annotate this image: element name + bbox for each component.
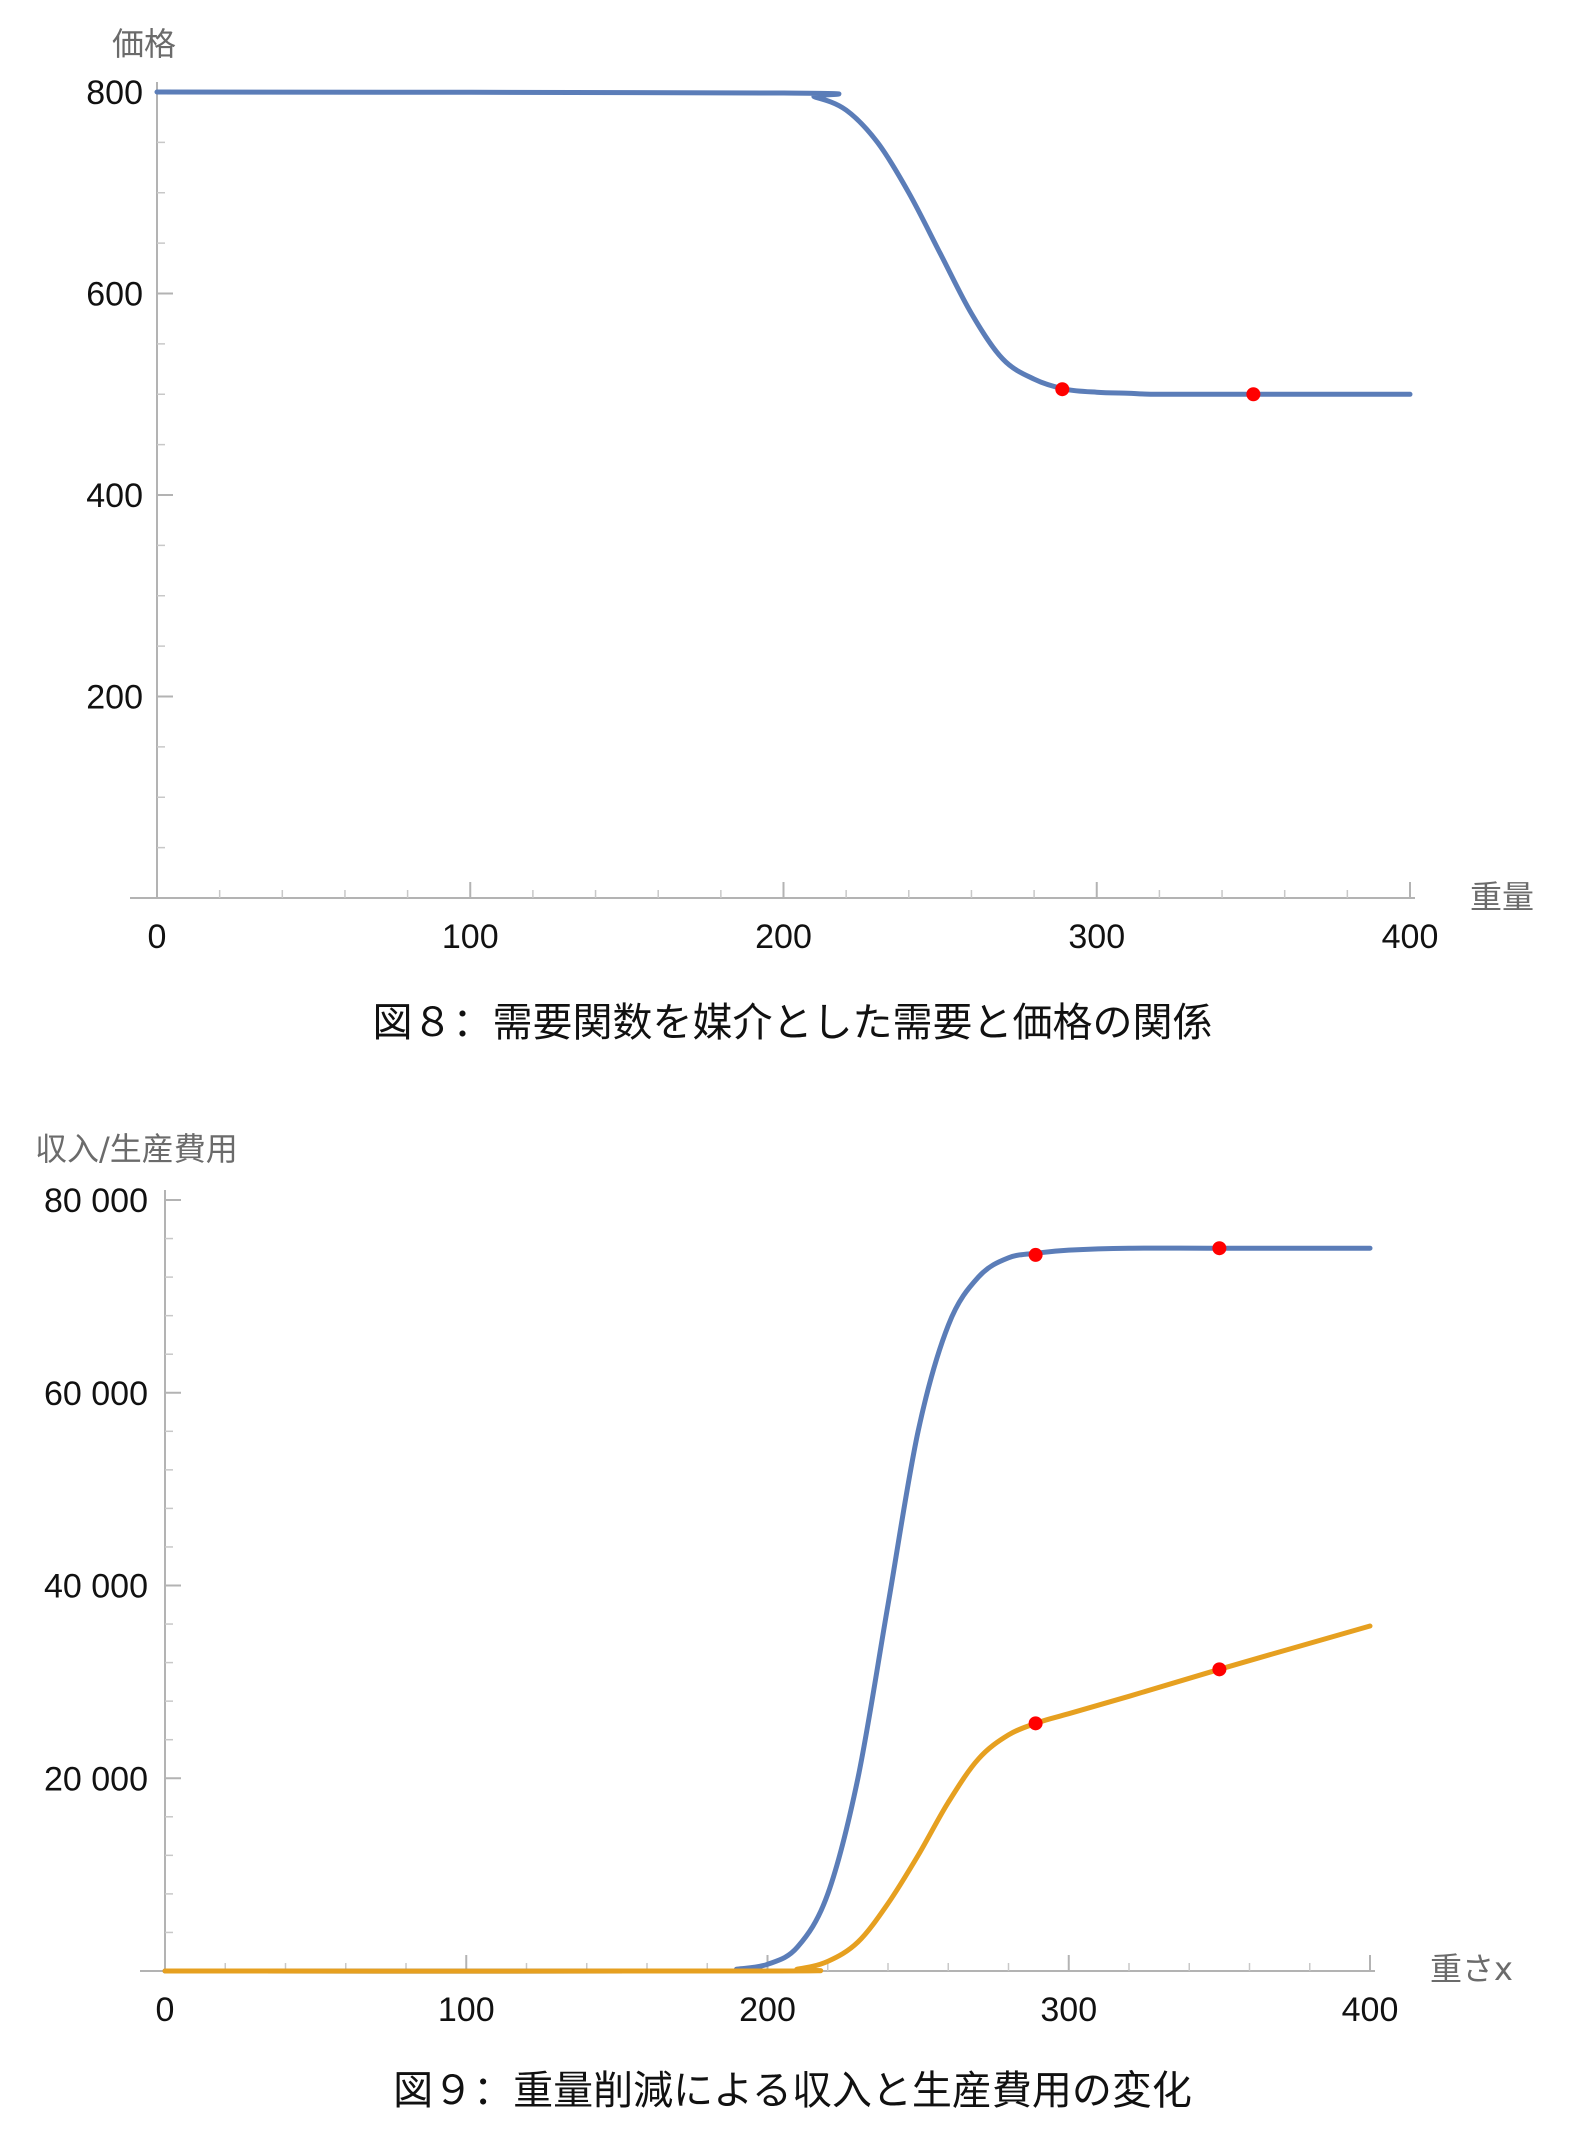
x-tick-label: 200 [755, 918, 812, 956]
x-tick-label: 400 [1382, 918, 1439, 956]
data-point-marker [1246, 387, 1261, 402]
x-tick-label: 100 [442, 918, 499, 956]
y-tick-label: 20 000 [44, 1760, 148, 1798]
y-tick-label: 60 000 [44, 1375, 148, 1413]
y-tick-label: 800 [86, 74, 143, 112]
x-axis-title: 重量 [1470, 878, 1534, 916]
data-point-marker [1055, 382, 1070, 397]
chart-revenue-cost: 20 000 40 000 60 000 80 000 0 100 200 300 400 収入/… [35, 1130, 1513, 2029]
x-tick-label: 300 [1068, 918, 1125, 956]
figure-8: 200 400 600 800 0 100 200 300 400 価格重量 図８：需要関数を媒介… [0, 0, 1585, 1060]
series-line-1 [154, 89, 1413, 397]
y-tick-label: 600 [86, 276, 143, 314]
series-line-1 [162, 1245, 1373, 1974]
data-point-marker [1212, 1662, 1227, 1677]
data-point-marker [1028, 1716, 1043, 1731]
y-tick-label: 40 000 [44, 1568, 148, 1606]
y-tick-label: 80 000 [44, 1182, 148, 1220]
x-tick-label: 400 [1342, 1991, 1399, 2029]
y-tick-label: 200 [86, 679, 143, 717]
y-axis-title: 価格 [112, 25, 176, 63]
x-tick-label: 100 [438, 1991, 495, 2029]
figure-9-caption: 図９：重量削減による収入と生産費用の変化 [393, 2068, 1192, 2114]
y-axis-title: 収入/生産費用 [35, 1130, 238, 1168]
x-axis-title: 重さx [1430, 1950, 1513, 1988]
figure-9: 20 000 40 000 60 000 80 000 0 100 200 300 400 収入/… [0, 1100, 1585, 2147]
data-point-marker [1212, 1241, 1227, 1256]
data-point-marker [1028, 1247, 1043, 1262]
y-tick-label: 400 [86, 477, 143, 515]
x-tick-label: 0 [148, 918, 167, 956]
x-tick-label: 0 [156, 1991, 175, 2029]
x-tick-label: 200 [739, 1991, 796, 2029]
series-line-2 [162, 1623, 1373, 1974]
figure-8-caption: 図８：需要関数を媒介とした需要と価格の関係 [372, 1000, 1213, 1046]
x-tick-label: 300 [1040, 1991, 1097, 2029]
